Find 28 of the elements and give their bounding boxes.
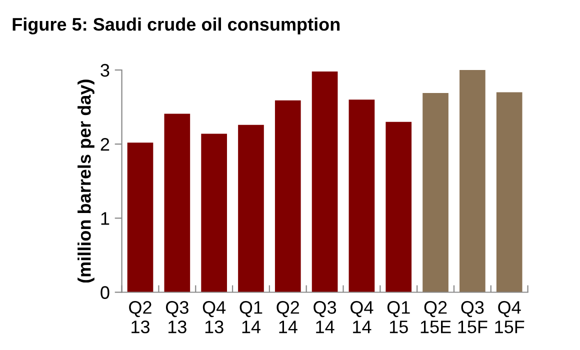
y-axis-title: (million barrels per day) xyxy=(78,80,94,283)
x-tick-label: Q2 15E xyxy=(420,301,451,334)
bar xyxy=(386,122,412,292)
x-tick-label: Q3 14 xyxy=(314,301,336,334)
bar xyxy=(274,100,301,292)
bar xyxy=(312,71,338,292)
bar xyxy=(422,92,448,292)
x-tick-label: Q3 15F xyxy=(458,301,488,334)
bar xyxy=(164,114,190,292)
x-tick-label: Q1 14 xyxy=(240,301,262,334)
x-tick-label: Q2 13 xyxy=(129,301,152,334)
bar xyxy=(348,100,375,292)
x-tick-label: Q4 15F xyxy=(495,301,524,334)
x-tick-label: Q4 14 xyxy=(350,301,374,334)
x-tick-label: Q4 13 xyxy=(202,301,226,334)
x-tick-label: Q3 13 xyxy=(166,301,188,334)
bar xyxy=(238,124,264,292)
y-tick-label: 2 xyxy=(100,138,110,151)
bar xyxy=(201,134,227,292)
x-tick-label: Q2 14 xyxy=(276,301,300,334)
y-tick-label: 3 xyxy=(100,64,110,77)
y-tick-label: 0 xyxy=(100,286,110,299)
bar xyxy=(460,70,486,292)
bar xyxy=(127,142,154,292)
y-tick-label: 1 xyxy=(101,212,110,225)
bar xyxy=(496,92,522,292)
x-tick-label: Q1 15 xyxy=(387,301,410,334)
chart-title: Figure 5: Saudi crude oil consumption xyxy=(12,18,340,34)
